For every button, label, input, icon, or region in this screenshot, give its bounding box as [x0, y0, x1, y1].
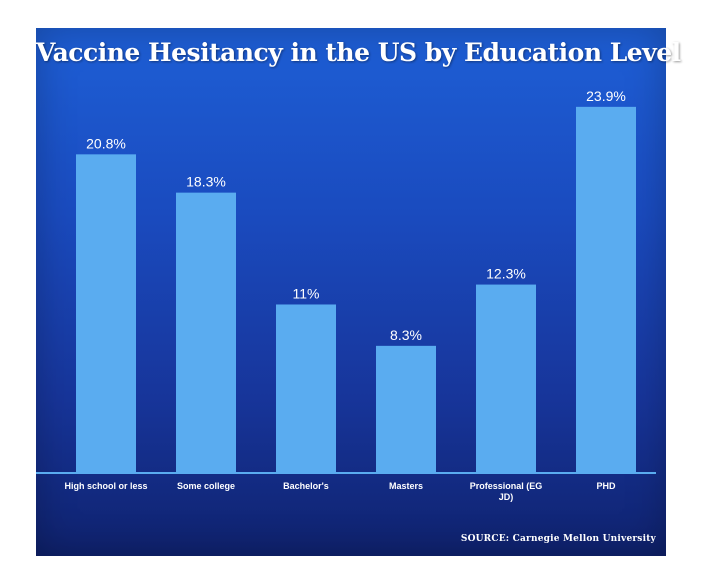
chart-panel: Vaccine Hesitancy in the US by Education…: [36, 28, 681, 556]
bar-3: [376, 345, 436, 473]
bar-value-label-0: 20.8%: [86, 135, 126, 151]
category-label-1: Some college: [177, 481, 235, 491]
category-label-4: Professional (EG JD): [470, 481, 543, 502]
category-label-5: PHD: [596, 481, 616, 491]
bar-value-label-3: 8.3%: [390, 327, 422, 343]
bar-2: [276, 304, 336, 473]
bar-value-label-1: 18.3%: [186, 174, 226, 190]
bar-value-label-2: 11%: [293, 285, 320, 301]
category-label-0: High school or less: [64, 481, 147, 491]
chart-source: SOURCE: Carnegie Mellon University: [460, 534, 656, 544]
bar-chart: 20.8% High school or less 18.3% Some colleg…: [36, 88, 656, 502]
chart-title: Vaccine Hesitancy in the US by Education…: [36, 38, 681, 67]
bar-4: [476, 284, 536, 473]
bar-5: [576, 106, 636, 474]
bar-value-label-5: 23.9%: [586, 88, 626, 104]
bars-layer: 20.8% High school or less 18.3% Some colleg…: [64, 88, 636, 502]
category-label-3: Masters: [389, 481, 423, 491]
bar-value-label-4: 12.3%: [486, 266, 526, 282]
category-label-2: Bachelor's: [283, 481, 329, 491]
bar-1: [176, 192, 236, 474]
bar-0: [76, 154, 136, 473]
